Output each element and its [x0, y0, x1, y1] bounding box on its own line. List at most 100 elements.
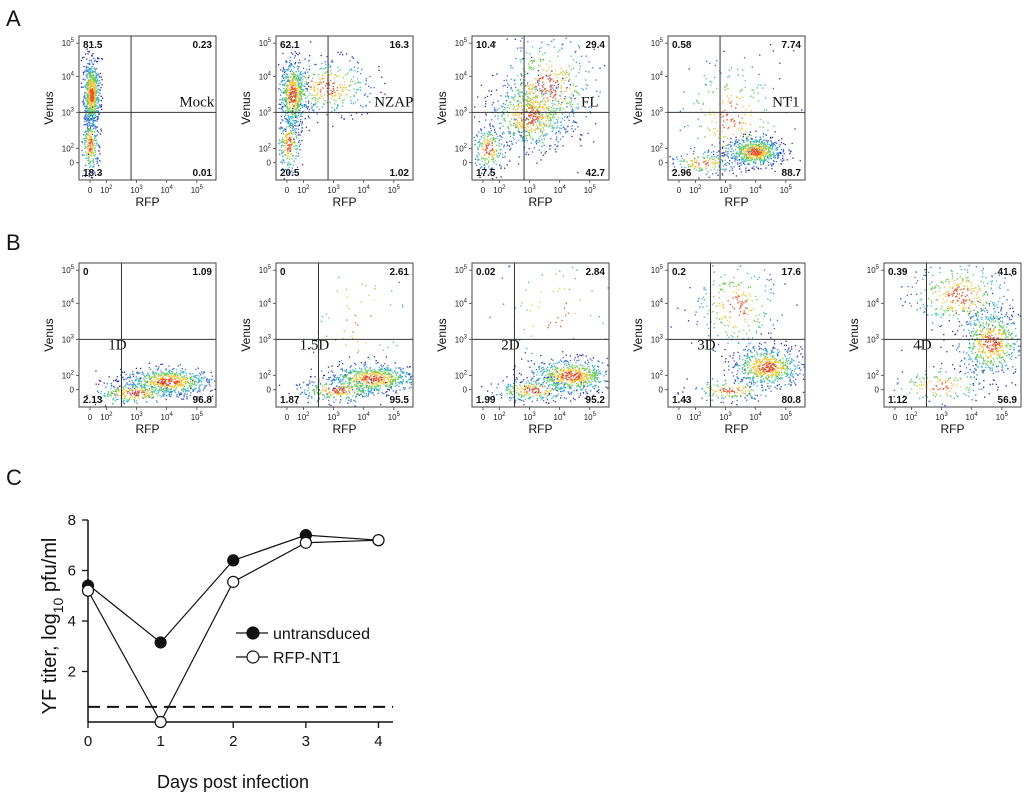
y-tick-label: 2 [68, 664, 76, 681]
tick-label: 105 [388, 185, 401, 195]
quadrant-ll-percent: 17.5 [476, 168, 496, 179]
quadrant-lr-percent: 96.8 [193, 395, 213, 406]
tick-label: 105 [259, 265, 272, 275]
tick-label: 104 [867, 298, 880, 308]
tick-label: 0 [285, 413, 290, 422]
tick-label: 104 [62, 71, 75, 81]
flow-plot-a-3: 10.4 29.4 17.5 42.7 FL 0 102 103 104 105 0 102 103 10… [435, 35, 610, 209]
chart-x-axis-label: Days post infection [157, 772, 309, 792]
quadrant-ll-percent: 20.5 [280, 168, 300, 179]
chart-legend: untransduced RFP-NT1 [236, 626, 370, 667]
tick-label: 102 [689, 185, 702, 195]
quadrant-ul-percent: 62.1 [280, 40, 300, 51]
condition-label: Mock [179, 95, 214, 111]
chart-y-axis-label: YF titer, log10 pfu/ml [39, 538, 66, 715]
x-axis-label: RFP [725, 195, 749, 209]
x-tick-label: 3 [302, 733, 310, 750]
tick-label: 102 [62, 370, 75, 380]
tick-label: 104 [455, 71, 468, 81]
tick-label: 103 [259, 334, 272, 344]
data-point-RFP-NT1 [372, 534, 385, 547]
quadrant-ll-percent: 1.43 [672, 395, 692, 406]
tick-label: 102 [455, 143, 468, 153]
event-dots [893, 264, 1021, 407]
quadrant-ll-percent: 2.13 [83, 395, 103, 406]
chart-marks: untransduced RFP-NT1 [81, 529, 393, 729]
tick-label: 104 [750, 185, 763, 195]
y-axis-label: Venus [631, 318, 645, 351]
tick-label: 105 [455, 265, 468, 275]
quadrant-ll-percent: 1.12 [888, 395, 908, 406]
event-dots [86, 362, 216, 407]
quadrant-ur-percent: 1.09 [193, 267, 213, 278]
y-axis-label: Venus [239, 318, 253, 351]
x-axis-label: RFP [333, 422, 357, 436]
tick-label: 0 [463, 386, 468, 395]
y-label-sub: 10 [50, 597, 66, 613]
quadrant-lr-percent: 0.01 [193, 168, 213, 179]
quadrant-ur-percent: 41.6 [998, 267, 1018, 278]
tick-label: 103 [62, 334, 75, 344]
flow-plot-b-1: 0 1.09 2.13 96.8 1D 0 102 103 104 105 0 102 103 104 10… [42, 262, 217, 436]
quadrant-ll-percent: 2.96 [672, 168, 692, 179]
flow-plot-b-5: 0.39 41.6 1.12 56.9 4D 0 102 103 104 105 0 102 103 10… [847, 262, 1022, 436]
quadrant-ll-percent: 1.87 [280, 395, 300, 406]
y-axis-label: Venus [42, 318, 56, 351]
tick-label: 105 [996, 412, 1009, 422]
tick-label: 104 [651, 71, 664, 81]
condition-label: 2D [501, 337, 520, 353]
quadrant-ur-percent: 2.61 [390, 267, 410, 278]
tick-label: 103 [719, 185, 732, 195]
tick-label: 102 [259, 370, 272, 380]
condition-label: 3D [697, 337, 716, 353]
tick-label: 103 [935, 412, 948, 422]
tick-label: 102 [651, 143, 664, 153]
tick-label: 103 [455, 107, 468, 117]
event-dots [278, 276, 413, 407]
tick-label: 104 [554, 185, 567, 195]
tick-label: 105 [62, 38, 75, 48]
quadrant-ur-percent: 17.6 [782, 267, 802, 278]
condition-label: 4D [913, 337, 932, 353]
tick-label: 103 [523, 185, 536, 195]
chart-axes: 0 1 2 3 4 2 4 6 8 [68, 512, 393, 750]
virus-titer-chart: 0 1 2 3 4 2 4 6 8 untransduced RFP-NT1 YF titer, … [39, 512, 393, 792]
tick-label: 105 [584, 185, 597, 195]
panel-label-b: B [6, 230, 21, 255]
data-point-RFP-NT1 [81, 584, 95, 597]
quadrant-lr-percent: 56.9 [998, 395, 1018, 406]
tick-label: 0 [267, 386, 272, 395]
quadrant-ul-percent: 0.39 [888, 267, 908, 278]
tick-label: 103 [651, 107, 664, 117]
x-tick-label: 4 [374, 733, 382, 750]
tick-label: 104 [358, 412, 371, 422]
tick-label: 102 [297, 185, 310, 195]
plot-frame [667, 262, 806, 408]
quadrant-ur-percent: 16.3 [390, 40, 410, 51]
quadrant-ll-percent: 1.99 [476, 395, 496, 406]
tick-label: 103 [259, 107, 272, 117]
tick-label: 103 [867, 334, 880, 344]
quadrant-ul-percent: 0.02 [476, 267, 496, 278]
tick-label: 102 [493, 185, 506, 195]
x-axis-label: RFP [136, 422, 160, 436]
tick-label: 103 [327, 185, 340, 195]
panel-label-a: A [6, 6, 21, 31]
tick-label: 0 [70, 159, 75, 168]
flow-plot-b-3: 0.02 2.84 1.99 95.2 2D 0 102 103 104 105 0 102 103 10… [435, 262, 610, 436]
tick-label: 105 [780, 412, 793, 422]
flow-plot-b-4: 0.2 17.6 1.43 80.8 3D 0 102 103 104 105 0 102 103 104… [631, 262, 806, 436]
tick-label: 103 [719, 412, 732, 422]
quadrant-lr-percent: 95.2 [586, 395, 606, 406]
tick-label: 102 [455, 370, 468, 380]
y-axis-label: Venus [847, 318, 861, 351]
tick-label: 103 [130, 412, 143, 422]
quadrant-ur-percent: 0.23 [193, 40, 213, 51]
condition-label: 1.5D [300, 337, 330, 353]
data-point-RFP-NT1 [154, 715, 167, 729]
tick-label: 105 [584, 412, 597, 422]
plot-frame [78, 35, 217, 181]
panel-label-c: C [6, 465, 22, 490]
tick-label: 105 [62, 265, 75, 275]
tick-label: 102 [905, 412, 918, 422]
